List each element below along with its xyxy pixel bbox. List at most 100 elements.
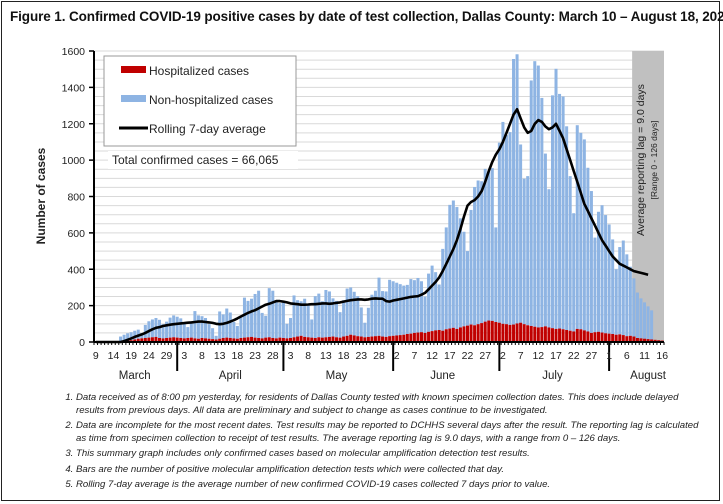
bar-non-hospitalized [388,279,392,337]
bar-hospitalized [391,335,395,342]
bar-non-hospitalized [193,311,197,339]
bar-non-hospitalized [398,284,402,336]
bar-non-hospitalized [643,302,647,339]
bar-hospitalized [582,330,586,342]
bar-hospitalized [232,338,236,342]
bar-non-hospitalized [395,282,399,336]
bar-hospitalized [412,332,416,342]
bar-hospitalized [646,339,650,342]
legend-label-hospitalized: Hospitalized cases [149,64,249,78]
bar-non-hospitalized [437,284,441,330]
bar-hospitalized [264,337,268,342]
x-tick-label: 23 [249,350,261,362]
bar-hospitalized [274,338,278,342]
bar-non-hospitalized [133,330,137,340]
bar-non-hospitalized [303,298,307,337]
bar-hospitalized [182,338,186,342]
bar-non-hospitalized [522,178,526,325]
bar-hospitalized [558,328,562,342]
bar-hospitalized [441,330,445,342]
bar-hospitalized [653,339,657,342]
y-tick-label: 1200 [62,119,86,131]
bar-non-hospitalized [271,290,275,338]
bar-non-hospitalized [200,316,204,338]
x-tick-label: 29 [161,350,173,362]
bar-hospitalized [228,337,232,342]
bar-hospitalized [136,338,140,342]
bar-non-hospitalized [444,227,448,330]
y-tick-label: 600 [67,228,85,240]
bar-non-hospitalized [561,96,565,330]
y-tick-label: 1000 [62,155,86,167]
bar-hospitalized [281,337,285,342]
bar-non-hospitalized [427,273,431,332]
x-tick-label: 12 [426,350,438,362]
bar-non-hospitalized [257,290,261,338]
bar-hospitalized [278,337,282,342]
bar-non-hospitalized [469,209,473,325]
month-label: March [119,370,151,382]
bar-hospitalized [384,336,388,342]
x-tick-label: 22 [462,350,474,362]
bar-non-hospitalized [480,181,484,324]
lag-band-label: Average reporting lag = 9.0 days [635,84,647,236]
bar-hospitalized [193,338,197,342]
x-tick-label: 2 [394,350,400,362]
bar-non-hospitalized [267,288,271,338]
bar-hospitalized [586,331,590,342]
bar-hospitalized [204,338,208,342]
bar-non-hospitalized [214,335,218,340]
bar-hospitalized [466,325,470,342]
bar-non-hospitalized [451,200,455,328]
bar-hospitalized [469,324,473,342]
bar-non-hospitalized [356,296,360,337]
bar-non-hospitalized [306,304,310,338]
bar-non-hospitalized [335,300,339,338]
bar-hospitalized [614,334,618,342]
bar-non-hospitalized [473,187,477,326]
month-label: July [542,370,563,382]
bar-non-hospitalized [292,295,296,338]
bar-hospitalized [260,338,264,342]
y-tick-label: 200 [67,301,85,313]
x-tick-label: 18 [232,350,244,362]
legend-swatch-hospitalized [121,66,146,73]
bar-hospitalized [402,334,406,342]
bar-hospitalized [186,337,190,342]
bar-hospitalized [427,331,431,342]
bar-non-hospitalized [147,321,151,338]
bar-hospitalized [296,336,300,342]
bar-non-hospitalized [434,272,438,331]
bar-hospitalized [480,323,484,342]
bar-non-hospitalized [568,176,572,331]
bar-non-hospitalized [228,312,232,338]
x-tick-label: 28 [373,350,385,362]
bar-hospitalized [317,337,321,342]
bar-non-hospitalized [483,168,487,322]
bar-non-hospitalized [543,153,547,327]
bar-non-hospitalized [416,277,420,333]
bar-hospitalized [359,336,363,342]
footnote-4: Bars are the number of positive molecula… [76,464,702,477]
x-tick-labels: 9 14 19 24 29 3 8 13 18 23 28 3 8 13 18 23 28 2 7 12 17 22 27 2… [93,350,668,382]
bar-hospitalized [476,324,480,342]
bar-hospitalized [370,336,374,342]
bar-non-hospitalized [278,303,282,338]
bar-hospitalized [515,323,519,342]
bar-non-hospitalized [614,269,618,335]
bar-hospitalized [575,328,579,342]
bar-non-hospitalized [572,213,576,332]
bar-non-hospitalized [621,240,625,336]
figure-title: Figure 1. Confirmed COVID-19 positive ca… [10,9,723,24]
bar-non-hospitalized [582,139,586,331]
bar-hospitalized [246,337,250,342]
x-tick-label: 8 [305,350,311,362]
bar-hospitalized [547,327,551,342]
bar-non-hospitalized [136,329,140,339]
bar-hospitalized [621,335,625,342]
x-tick-label: 19 [125,350,137,362]
bar-non-hospitalized [161,324,165,339]
bar-hospitalized [331,336,335,342]
bar-non-hospitalized [596,211,601,332]
